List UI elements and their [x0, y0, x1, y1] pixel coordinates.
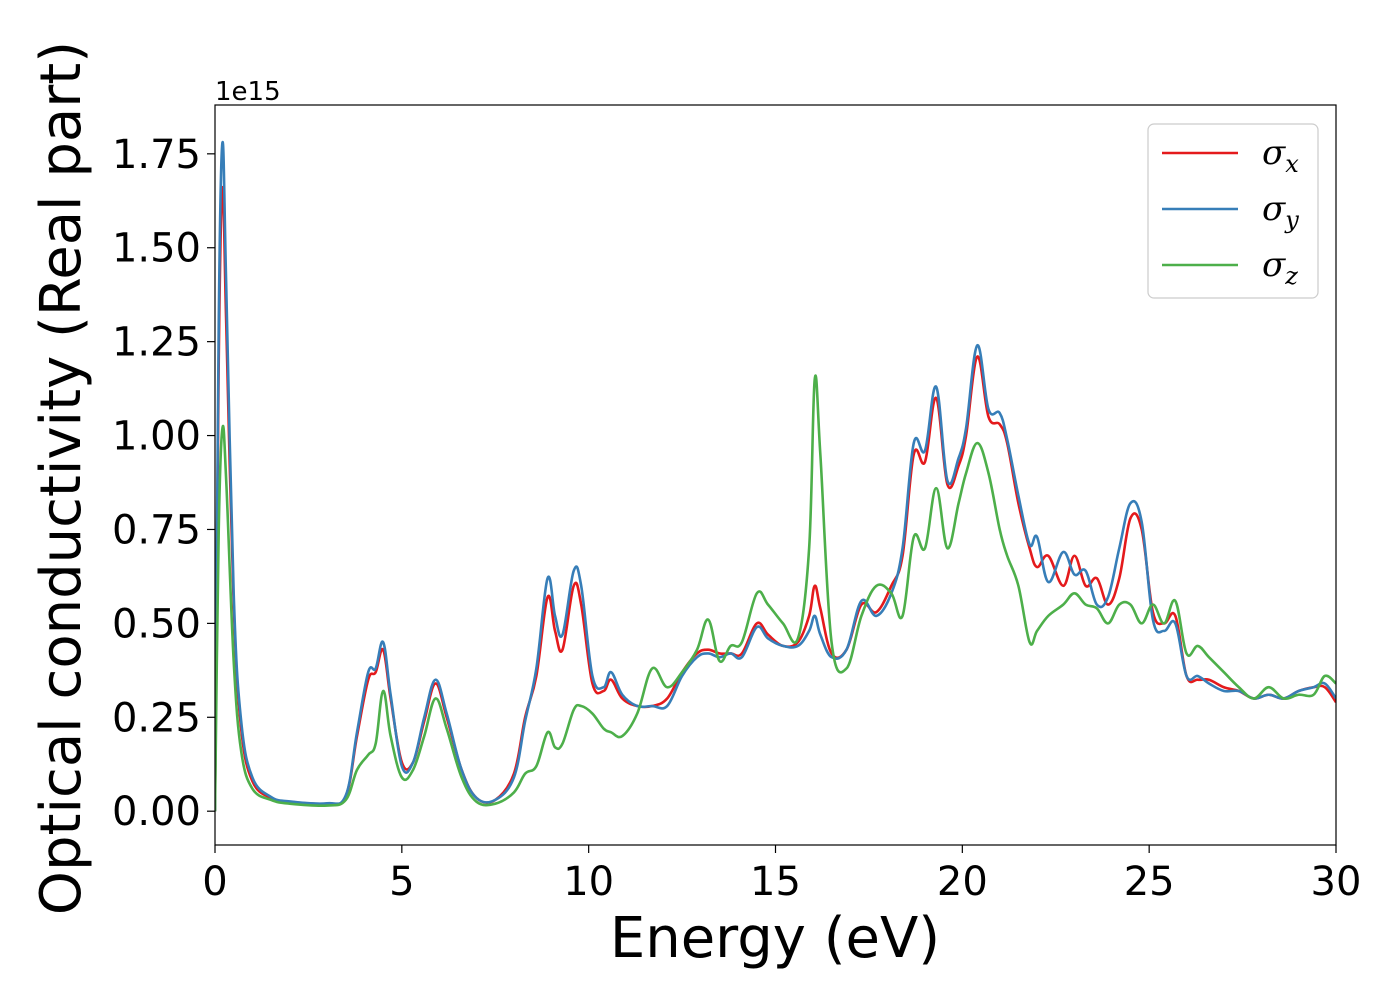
x-tick-label: 15 — [750, 859, 801, 905]
y-tick-label: 1.00 — [112, 414, 201, 460]
legend-box — [1147, 123, 1319, 299]
series-line-x — [215, 186, 1336, 812]
y-tick-label: 0.50 — [112, 601, 201, 647]
x-tick-label: 10 — [563, 859, 614, 905]
legend-label-y: σy — [1262, 189, 1299, 234]
y-tick-label: 1.50 — [112, 226, 201, 272]
y-tick-label: 0.75 — [112, 507, 201, 553]
series-line-z — [215, 374, 1336, 812]
x-tick-label: 30 — [1311, 859, 1362, 905]
legend-label-z: σz — [1262, 245, 1298, 290]
x-axis-label: Energy (eV) — [610, 906, 940, 971]
y-tick-label: 1.25 — [112, 320, 201, 366]
x-tick-label: 20 — [937, 859, 988, 905]
y-tick-label: 1.75 — [112, 132, 201, 178]
x-axis-ticks: 0 5 10 15 20 25 30 — [202, 845, 1361, 905]
y-tick-label: 0.00 — [112, 789, 201, 835]
series-line-y — [215, 141, 1336, 812]
y-tick-label: 0.25 — [112, 695, 201, 741]
y-axis-ticks: 0.00 0.25 0.50 0.75 1.00 1.25 1.50 1.75 — [112, 132, 215, 835]
legend: σx σy σz — [1147, 123, 1319, 299]
x-tick-label: 25 — [1124, 859, 1175, 905]
y-axis-label: Optical conductivity (Real part) — [29, 41, 94, 915]
y-offset-label: 1e15 — [215, 77, 281, 107]
legend-label-x: σx — [1262, 133, 1299, 178]
series-layer — [215, 141, 1336, 812]
x-tick-label: 5 — [389, 859, 414, 905]
x-tick-label: 0 — [202, 859, 227, 905]
